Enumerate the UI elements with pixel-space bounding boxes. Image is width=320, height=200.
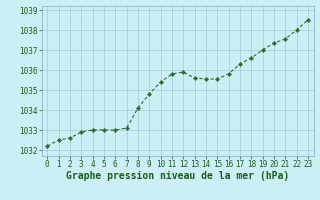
X-axis label: Graphe pression niveau de la mer (hPa): Graphe pression niveau de la mer (hPa) [66,171,289,181]
